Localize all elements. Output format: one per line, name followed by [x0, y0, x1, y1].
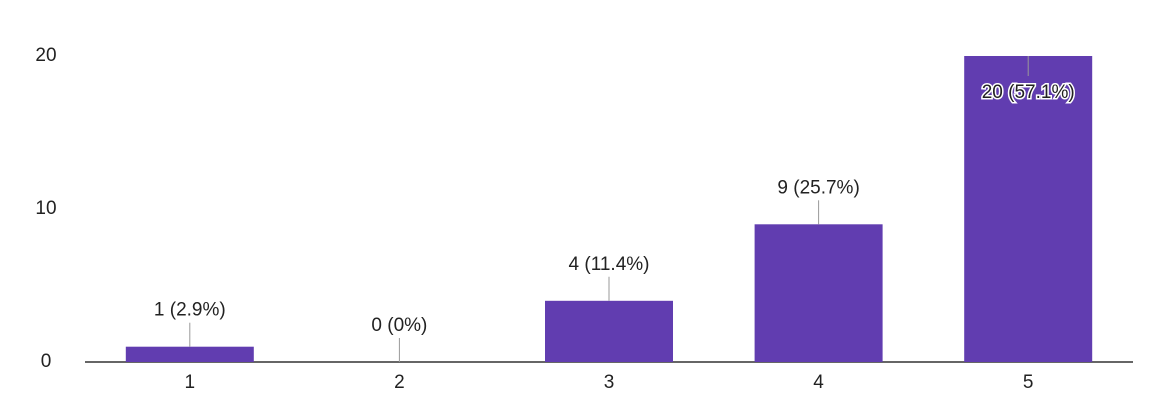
y-tick-label: 10 — [35, 198, 56, 219]
value-label: 4 (11.4%) — [569, 254, 650, 275]
x-tick-label: 1 — [185, 372, 196, 393]
value-label: 9 (25.7%) — [777, 177, 859, 198]
bar — [545, 300, 673, 362]
y-tick-label: 0 — [41, 351, 52, 372]
x-tick-label: 2 — [394, 372, 405, 393]
bar — [754, 224, 883, 362]
value-label: 1 (2.9%) — [154, 300, 226, 321]
x-tick-label: 4 — [813, 372, 824, 393]
x-tick-label: 3 — [604, 372, 615, 393]
bar — [125, 346, 254, 362]
value-label: 0 (0%) — [371, 315, 427, 336]
bar — [964, 56, 1093, 362]
y-tick-label: 20 — [35, 45, 56, 66]
x-tick-label: 5 — [1023, 372, 1034, 393]
value-label: 20 (57.1%) — [982, 82, 1075, 103]
